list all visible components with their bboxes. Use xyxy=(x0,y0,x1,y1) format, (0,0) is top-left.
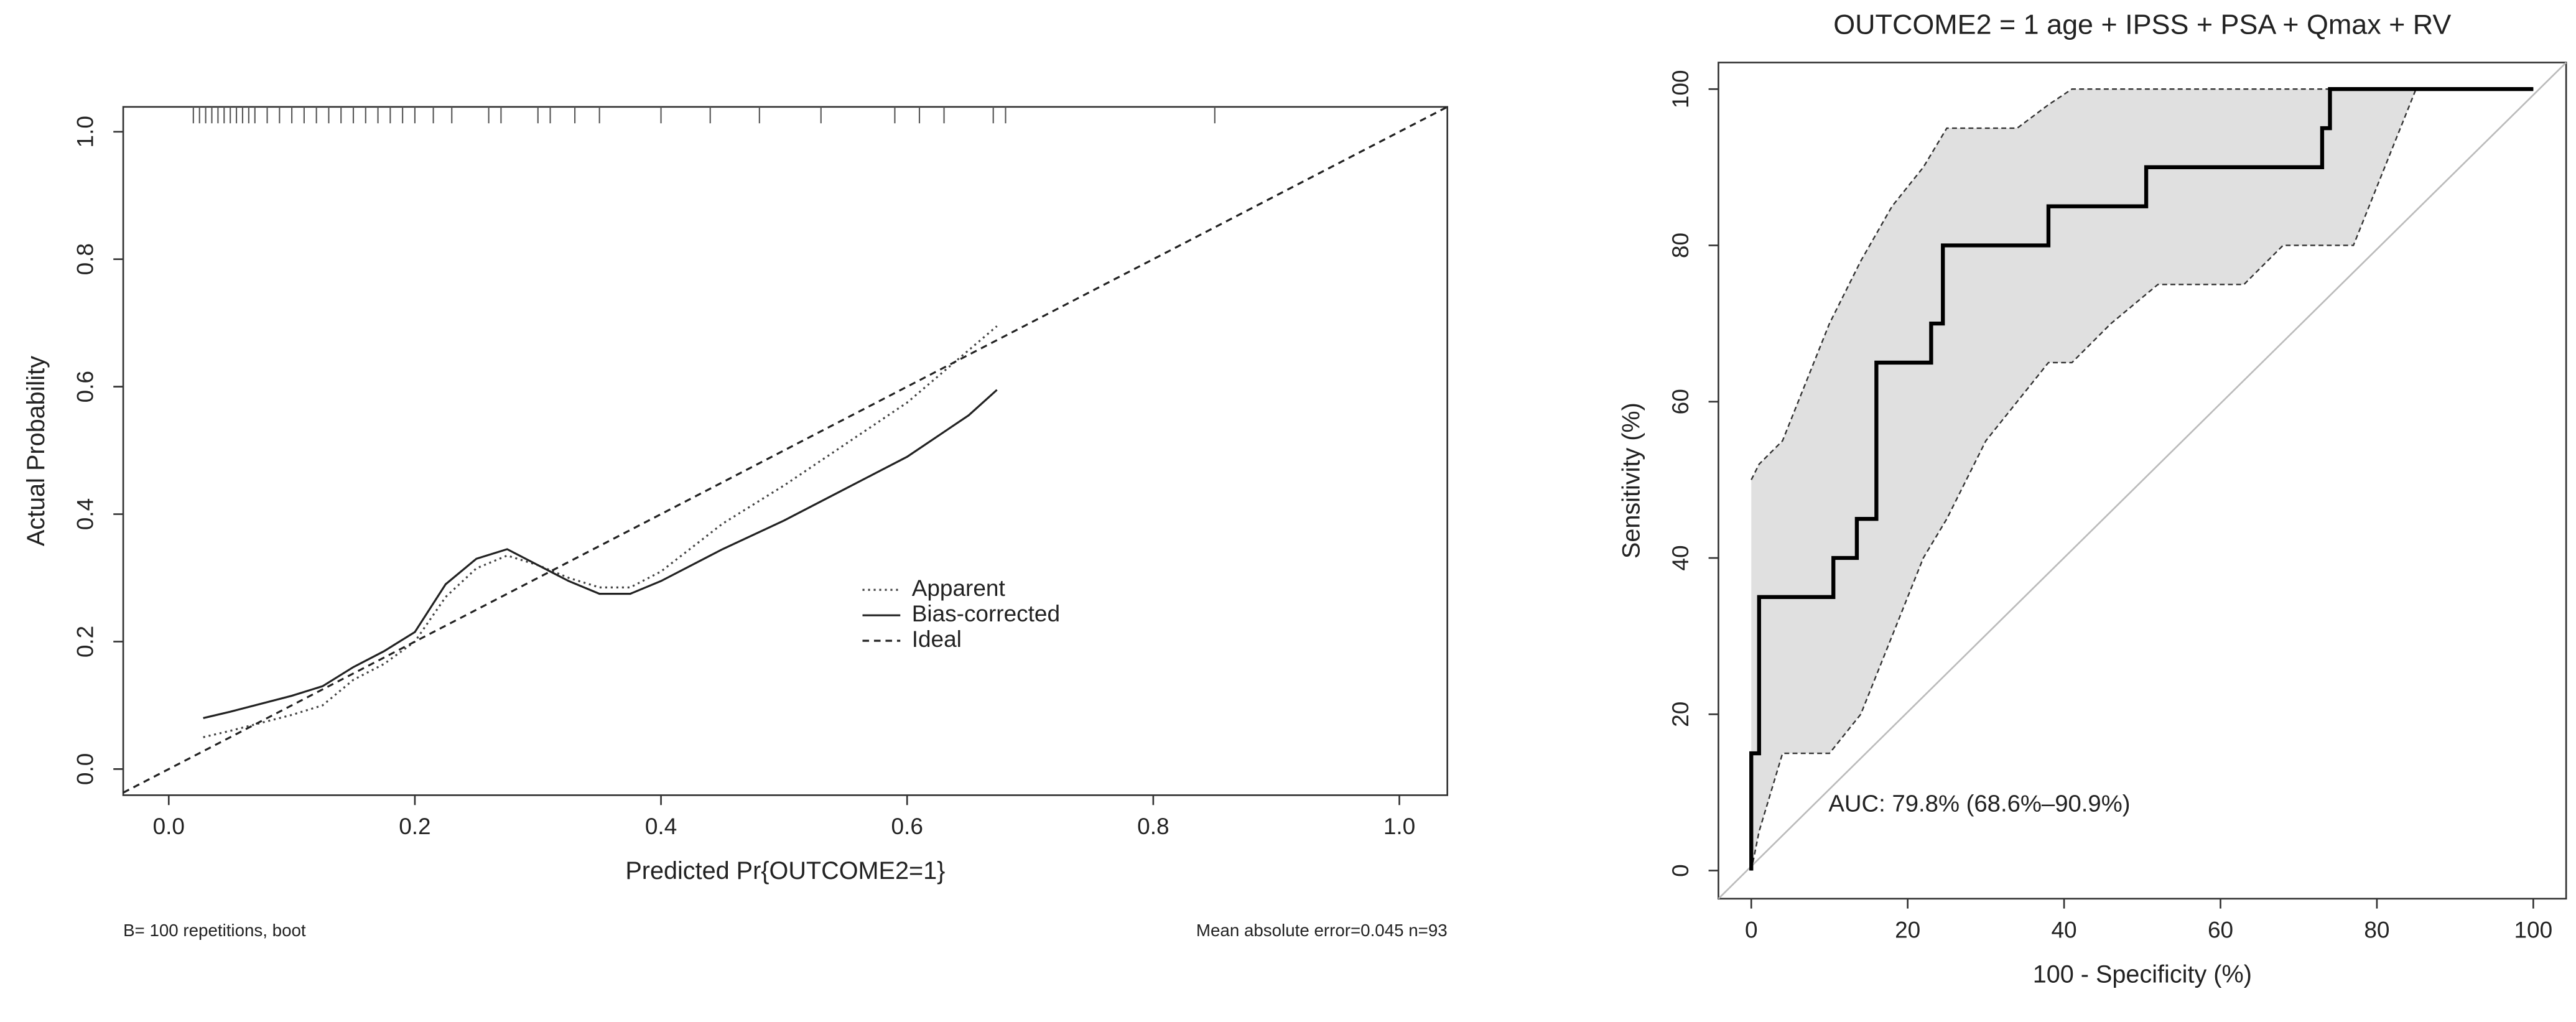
x-tick-label: 0.6 xyxy=(891,814,923,839)
x-tick-label: 100 xyxy=(2514,917,2553,942)
y-tick-label: 60 xyxy=(1668,389,1693,414)
x-axis-label: Predicted Pr{OUTCOME2=1} xyxy=(625,857,945,885)
y-tick-label: 80 xyxy=(1668,233,1693,258)
x-tick-label: 1.0 xyxy=(1383,814,1415,839)
band-upper xyxy=(1751,88,2534,480)
y-tick-label: 0.6 xyxy=(73,371,98,402)
y-tick-label: 40 xyxy=(1668,545,1693,570)
series-line xyxy=(123,106,1448,794)
y-tick-label: 20 xyxy=(1668,702,1693,727)
plot-frame xyxy=(122,106,1448,796)
band-lower xyxy=(1751,88,2534,871)
y-tick-label: 0.4 xyxy=(73,498,98,530)
x-axis-label: 100 - Specificity (%) xyxy=(2033,960,2252,988)
x-tick-label: 60 xyxy=(2208,917,2233,942)
legend-label: Ideal xyxy=(912,626,962,652)
y-tick-label: 0.0 xyxy=(73,753,98,785)
x-tick-label: 0.8 xyxy=(1137,814,1169,839)
x-tick-label: 0.2 xyxy=(399,814,430,839)
y-axis-label: Sensitivity (%) xyxy=(1618,402,1645,559)
x-tick-label: 40 xyxy=(2052,917,2077,942)
plot-frame xyxy=(1718,62,2567,900)
x-tick-label: 0 xyxy=(1745,917,1758,942)
annotation: B= 100 repetitions, boot xyxy=(123,921,306,940)
annotation: Mean absolute error=0.045 n=93 xyxy=(1196,921,1448,940)
y-tick-label: 1.0 xyxy=(73,116,98,147)
x-tick-label: 20 xyxy=(1895,917,1920,942)
auc-annotation: AUC: 79.8% (68.6%–90.9%) xyxy=(1828,790,2130,817)
confidence-band xyxy=(1751,89,2534,871)
y-tick-label: 0 xyxy=(1668,864,1693,877)
y-tick-label: 100 xyxy=(1668,70,1693,108)
x-tick-label: 80 xyxy=(2364,917,2389,942)
legend-label: Apparent xyxy=(912,575,1005,601)
y-axis-label: Actual Probability xyxy=(22,356,50,546)
y-tick-label: 0.8 xyxy=(73,243,98,275)
series-line xyxy=(203,389,998,719)
roc-curve xyxy=(1749,87,2534,871)
y-tick-label: 0.2 xyxy=(73,626,98,657)
x-tick-label: 0.4 xyxy=(645,814,677,839)
legend-label: Bias-corrected xyxy=(912,601,1060,626)
chart-title: OUTCOME2 = 1 age + IPSS + PSA + Qmax + R… xyxy=(1833,8,2451,40)
series-line xyxy=(203,325,998,738)
chance-line xyxy=(1718,62,2567,899)
x-tick-label: 0.0 xyxy=(153,814,185,839)
